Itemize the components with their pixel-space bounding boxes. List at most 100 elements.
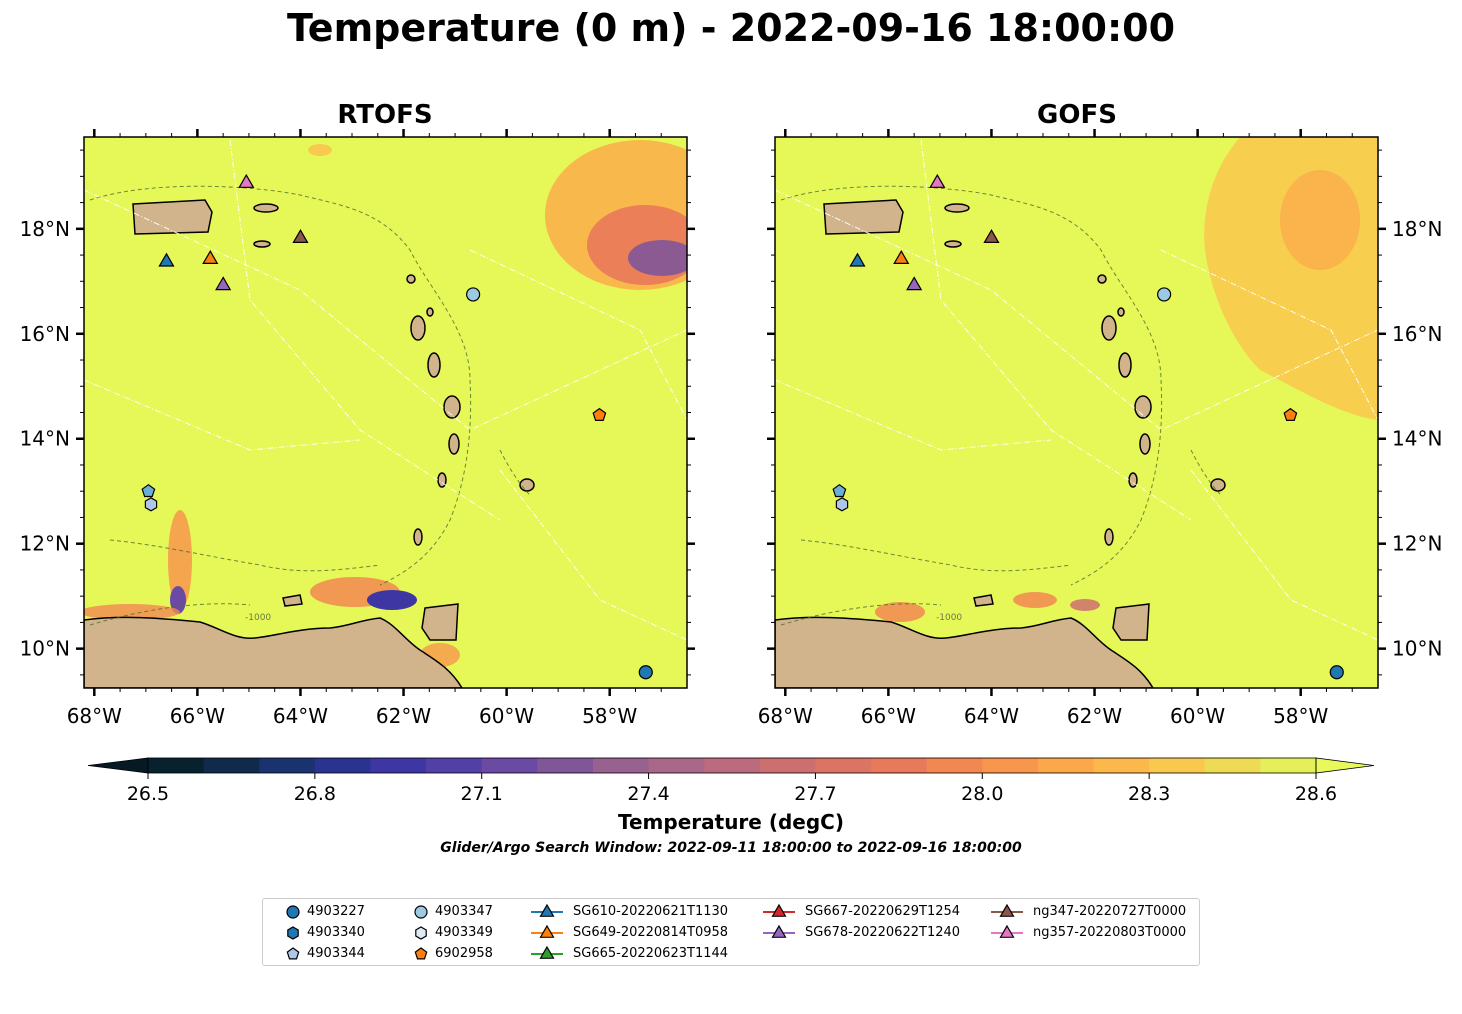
- land-margarita: [282, 594, 303, 607]
- legend-triangle-icon[interactable]: [539, 945, 555, 959]
- legend-marker: [991, 924, 1023, 938]
- colorbar-bin: [704, 758, 761, 773]
- colorbar-bin: [426, 758, 483, 773]
- observation-marker-ng347-20220727t0000[interactable]: [292, 229, 309, 243]
- lon-tick-label: 60°W: [1170, 704, 1225, 728]
- legend-marker: [763, 924, 795, 938]
- lon-tick-label: 66°W: [170, 704, 225, 728]
- colorbar-tick-label: 28.6: [1295, 783, 1337, 805]
- land-south-america: [775, 616, 1154, 688]
- observation-marker-6902958[interactable]: [592, 407, 607, 421]
- lon-tick-label: 68°W: [67, 704, 122, 728]
- lon-tick-label: 68°W: [758, 704, 813, 728]
- legend-triangle-icon[interactable]: [539, 924, 555, 938]
- legend-triangle-icon[interactable]: [539, 903, 555, 917]
- colorbar-tick-label: 27.1: [461, 783, 503, 805]
- colorbar-bin: [926, 758, 983, 773]
- legend-label: SG649-20220814T0958: [573, 925, 729, 940]
- lon-tick-label: 62°W: [1067, 704, 1122, 728]
- colorbar-bins: [148, 758, 1317, 773]
- colorbar-frame: [147, 757, 1317, 774]
- observation-marker-ng357-20220803t0000[interactable]: [929, 173, 946, 188]
- observation-marker-sg678-20220622t1240[interactable]: [906, 276, 923, 291]
- legend-label: 4903344: [307, 946, 365, 961]
- legend-triangle-icon[interactable]: [771, 903, 787, 917]
- colorbar-bin: [314, 758, 371, 773]
- observation-marker-sg649-20220814t0958[interactable]: [202, 250, 219, 264]
- observation-markers[interactable]: [141, 173, 653, 680]
- observation-marker-4903340[interactable]: [144, 497, 158, 512]
- lon-tick-label: 66°W: [861, 704, 916, 728]
- legend-triangle-icon[interactable]: [999, 903, 1015, 917]
- colorbar: 26.5 26.8 27.1 27.4 27.7 28.0 28.3 28.6: [87, 757, 1375, 805]
- legend-circle-icon[interactable]: [414, 905, 428, 919]
- observation-marker-4903227[interactable]: [638, 665, 653, 680]
- bathymetry-contours: [89, 185, 531, 626]
- legend-pentagon-icon[interactable]: [414, 947, 428, 960]
- legend: 4903227 4903340 4903344 4903347 4903349 69029…: [262, 898, 1200, 966]
- legend-marker: [415, 926, 427, 940]
- legend-label: SG667-20220629T1254: [805, 904, 961, 919]
- legend-hexagon-icon[interactable]: [415, 926, 427, 940]
- map-ticks: 68°W 66°W 64°W 62°W 60°W 58°W 18°N 16°N 14°N 12°N…: [758, 129, 1442, 728]
- legend-label: 4903349: [435, 925, 493, 940]
- colorbar-bin: [1204, 758, 1261, 773]
- colorbar-bin: [481, 758, 538, 773]
- lat-tick-label: 18°N: [1392, 217, 1442, 241]
- observation-marker-4903344[interactable]: [141, 483, 156, 498]
- observation-marker-sg649-20220814t0958[interactable]: [893, 250, 910, 264]
- contour-label: -1000: [245, 613, 271, 623]
- colorbar-bin: [871, 758, 928, 773]
- cool-patch-west: [168, 510, 192, 610]
- map-panel-gofs[interactable]: -1000 68°W 66°W 64°W 62°W 60°W 58°W 18°N 16°N 14…: [730, 125, 1462, 730]
- colorbar-tick-label: 28.3: [1128, 783, 1170, 805]
- land-south-america: [84, 616, 463, 688]
- lat-tick-label: 18°N: [20, 217, 70, 241]
- legend-triangle-icon[interactable]: [771, 924, 787, 938]
- lon-tick-label: 62°W: [376, 704, 431, 728]
- legend-marker: [991, 903, 1023, 917]
- legend-marker: [414, 947, 428, 960]
- colorbar-bin: [1037, 758, 1095, 773]
- colorbar-bin: [759, 758, 816, 773]
- observation-marker-4903344[interactable]: [832, 483, 847, 498]
- panel-title-rtofs: RTOFS: [337, 100, 433, 130]
- observation-marker-4903347[interactable]: [466, 287, 481, 302]
- cool-patch-east: [1070, 599, 1100, 611]
- legend-triangle-icon[interactable]: [999, 924, 1015, 938]
- colorbar-tick-label: 26.5: [127, 783, 169, 805]
- eez-boundaries: [84, 139, 687, 641]
- legend-pentagon-icon[interactable]: [286, 947, 300, 960]
- legend-hexagon-icon[interactable]: [287, 926, 299, 940]
- legend-label: 4903340: [307, 925, 365, 940]
- observation-marker-sg678-20220622t1240[interactable]: [215, 276, 232, 291]
- colorbar-bin: [648, 758, 705, 773]
- lat-tick-label: 14°N: [20, 427, 70, 451]
- legend-marker: [414, 905, 428, 919]
- observation-marker-sg610-20220621t1130[interactable]: [158, 252, 175, 267]
- colorbar-tick-label: 28.0: [961, 783, 1003, 805]
- observation-markers[interactable]: [832, 173, 1344, 680]
- observation-marker-4903340[interactable]: [835, 497, 849, 512]
- observation-marker-4903227[interactable]: [1329, 665, 1344, 680]
- map-panel-rtofs[interactable]: -1000 68°W 66°W 64°W 62°W 60°W 58°W 18°N 16°N 14…: [0, 125, 730, 730]
- cool-patch-east: [367, 590, 417, 610]
- legend-circle-icon[interactable]: [286, 905, 300, 919]
- colorbar-bin: [370, 758, 427, 773]
- lat-tick-label: 10°N: [20, 637, 70, 661]
- legend-marker: [287, 926, 299, 940]
- land-trinidad: [1112, 603, 1150, 641]
- cool-patch-coast: [875, 602, 925, 622]
- eez-boundaries: [775, 139, 1378, 641]
- colorbar-bin: [1260, 758, 1317, 773]
- observation-marker-ng347-20220727t0000[interactable]: [983, 229, 1000, 243]
- colorbar-bin: [592, 758, 650, 773]
- observation-marker-6902958[interactable]: [1283, 407, 1298, 421]
- observation-marker-ng357-20220803t0000[interactable]: [238, 173, 255, 188]
- observation-marker-4903347[interactable]: [1157, 287, 1172, 302]
- bathymetry-contours: [780, 185, 1222, 626]
- lon-tick-label: 58°W: [1273, 704, 1328, 728]
- observation-marker-sg610-20220621t1130[interactable]: [849, 252, 866, 267]
- lesser-antilles: [253, 203, 535, 546]
- search-window-caption: Glider/Argo Search Window: 2022-09-11 18…: [440, 840, 1022, 856]
